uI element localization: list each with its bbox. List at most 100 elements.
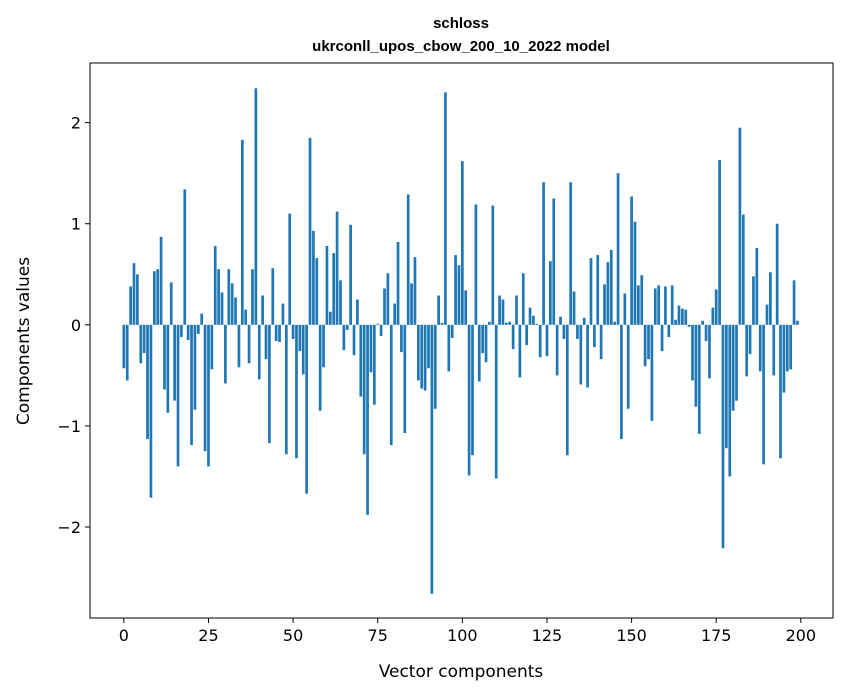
bar-158 [657,285,661,325]
bar-98 [454,255,457,325]
bar-7 [146,324,149,440]
bar-66 [345,324,349,330]
bar-91 [430,324,434,594]
y-tick-label: −2 [57,518,81,537]
bar-184 [745,324,749,377]
bar-160 [664,286,667,325]
bar-126 [549,261,552,325]
bar-103 [471,324,474,456]
bar-120 [528,307,532,325]
bar-69 [356,299,359,325]
bar-124 [542,182,545,325]
chart-subtitle: ukrconll_upos_cbow_200_10_2022 model [312,38,610,55]
bar-104 [474,204,478,325]
bar-76 [379,324,383,336]
x-tick-label: 25 [198,626,218,645]
bar-176 [718,160,721,325]
x-tick-label: 125 [532,626,563,645]
bar-93 [437,295,441,325]
bar-148 [623,293,627,325]
bar-113 [504,322,508,325]
bar-185 [748,324,752,355]
bar-60 [325,245,329,325]
bar-168 [691,324,694,381]
bar-15 [173,324,176,401]
bar-73 [369,324,373,373]
bar-45 [274,324,278,342]
bar-144 [609,250,613,325]
bar-166 [684,309,688,325]
bar-63 [335,211,339,325]
bar-140 [596,255,600,325]
bar-24 [203,324,207,452]
bar-157 [653,288,657,325]
bar-127 [552,198,556,325]
bar-156 [650,324,654,421]
bar-51 [295,324,298,459]
bar-39 [254,88,258,325]
bar-55 [308,137,312,325]
bar-83 [403,324,407,433]
bar-43 [268,324,271,444]
bar-143 [606,262,610,325]
bar-25 [207,324,210,467]
y-axis: −2 −1 0 1 2 [57,114,90,537]
bar-193 [775,223,779,325]
bar-96 [447,324,451,372]
x-tick-label: 75 [368,626,388,645]
bar-68 [352,324,356,356]
bar-109 [491,205,495,325]
bar-13 [166,324,170,413]
bar-77 [383,288,386,325]
y-tick-label: 2 [71,114,81,133]
bar-8 [149,324,153,498]
bar-19 [186,324,190,340]
bar-129 [559,316,562,325]
bar-27 [213,245,217,325]
x-tick-label: 0 [119,626,129,645]
bar-110 [494,324,498,479]
bar-119 [525,324,529,346]
bar-171 [701,320,705,325]
bar-86 [413,257,417,325]
bar-75 [376,323,380,325]
bar-189 [762,324,765,465]
bar-177 [721,324,725,549]
bar-34 [237,324,241,368]
bar-192 [772,324,776,376]
bar-26 [210,324,214,370]
bar-195 [782,324,786,393]
x-axis: 0 25 50 75 100 125 150 175 200 [119,618,816,645]
bar-99 [457,265,461,325]
bar-42 [264,324,268,360]
bar-72 [366,324,369,515]
bar-136 [582,317,586,325]
bar-95 [444,92,447,325]
bar-61 [328,311,332,325]
bar-84 [406,194,410,325]
bar-85 [410,283,413,325]
bar-121 [532,315,535,325]
bar-48 [284,324,288,455]
bar-123 [538,324,542,358]
bar-151 [633,221,637,325]
bar-58 [318,324,322,411]
bar-57 [315,258,319,325]
bar-29 [220,292,224,325]
bar-81 [396,241,400,325]
bar-40 [257,324,261,380]
bar-64 [339,280,342,325]
bar-6 [142,324,146,354]
bar-41 [261,295,264,325]
bar-186 [752,276,755,325]
bar-187 [755,248,759,325]
bar-170 [697,324,701,435]
bar-196 [785,324,789,372]
bar-88 [420,324,424,389]
bar-180 [731,324,735,411]
bar-11 [159,236,163,325]
bar-182 [738,127,742,325]
bar-22 [196,324,200,334]
bar-179 [728,324,732,477]
bar-138 [589,258,593,325]
